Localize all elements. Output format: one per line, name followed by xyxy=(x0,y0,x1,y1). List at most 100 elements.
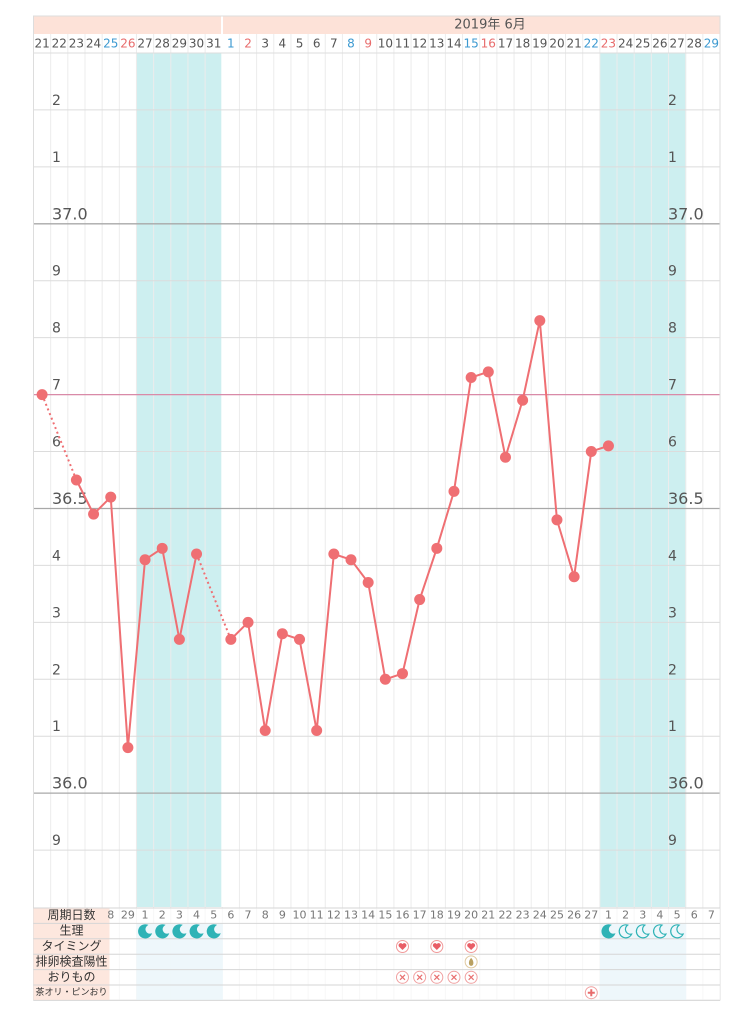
date-label: 29 xyxy=(704,37,719,51)
cycle-day: 3 xyxy=(176,909,183,922)
table-period-bg xyxy=(617,923,635,1001)
cycle-day: 1 xyxy=(605,909,612,922)
cycle-day: 4 xyxy=(193,909,200,922)
y-tick-label-right: 2 xyxy=(668,662,677,678)
period-band xyxy=(599,53,618,907)
period-band xyxy=(634,53,652,907)
record-icon-cross xyxy=(430,970,444,984)
temperature-point xyxy=(482,366,494,378)
temperature-point xyxy=(568,571,580,583)
moon-shape xyxy=(206,924,221,939)
cycle-day: 26 xyxy=(567,909,581,922)
cycle-day: 25 xyxy=(550,909,564,922)
record-icon-moon-outline xyxy=(635,924,650,939)
date-label: 2 xyxy=(244,37,252,51)
date-label: 25 xyxy=(103,37,118,51)
y-tick-label-right: 36.0 xyxy=(668,774,704,793)
cycle-day: 27 xyxy=(584,909,598,922)
temperature-point xyxy=(465,372,477,384)
period-band xyxy=(187,53,206,907)
temperature-point xyxy=(173,633,185,645)
date-label: 12 xyxy=(412,37,427,51)
date-label: 11 xyxy=(395,37,410,51)
y-tick-label-left: 1 xyxy=(52,719,61,735)
record-icon-moon xyxy=(172,924,187,939)
y-tick-label-left: 8 xyxy=(52,321,61,337)
temperature-point xyxy=(328,548,340,560)
period-band xyxy=(651,53,670,907)
cycle-day: 2 xyxy=(622,909,629,922)
y-tick-label-left: 36.5 xyxy=(52,489,88,508)
temperature-point xyxy=(70,474,82,486)
date-label: 23 xyxy=(601,37,616,51)
date-label: 4 xyxy=(279,37,287,51)
moon-shape xyxy=(138,924,153,939)
y-tick-label-right: 36.5 xyxy=(668,489,704,508)
header-band xyxy=(33,16,720,34)
temperature-point xyxy=(534,315,546,327)
moon-shape xyxy=(601,924,616,939)
moon-shape xyxy=(670,924,685,939)
plus-shape xyxy=(587,989,595,997)
temperature-point xyxy=(225,633,237,645)
date-label: 19 xyxy=(532,37,547,51)
record-icon-moon xyxy=(155,924,170,939)
date-label: 6 xyxy=(313,37,321,51)
y-tick-label-right: 9 xyxy=(668,833,677,849)
record-icon-moon-outline xyxy=(652,924,668,939)
cycle-day: 6 xyxy=(691,909,698,922)
cross-shape xyxy=(433,974,440,981)
table-row-label: 排卵検査陽性 xyxy=(35,954,107,968)
record-icon-heart xyxy=(430,940,444,953)
temperature-point xyxy=(191,548,203,560)
cycle-day: 2 xyxy=(159,909,166,922)
moon-shape xyxy=(618,924,633,939)
temperature-point xyxy=(585,446,597,458)
cycle-day: 9 xyxy=(279,909,286,922)
record-icon-heart xyxy=(464,940,478,953)
date-label: 27 xyxy=(669,37,684,51)
cycle-day: 8 xyxy=(107,909,114,922)
date-label: 29 xyxy=(172,37,187,51)
gap-connector xyxy=(41,394,78,481)
table-period-bg xyxy=(153,923,172,1001)
record-icon-cross xyxy=(464,970,478,984)
table-period-bg xyxy=(668,923,687,1001)
cross-shape xyxy=(468,974,475,981)
table-row-label: タイミング xyxy=(41,939,101,953)
temperature-point xyxy=(362,576,374,588)
table-row-label: おりもの xyxy=(47,970,95,984)
cycle-day: 16 xyxy=(395,909,409,922)
temperature-point xyxy=(88,508,100,520)
cycle-day: 18 xyxy=(430,909,444,922)
date-label: 25 xyxy=(635,37,650,51)
period-band xyxy=(136,53,155,907)
cycle-day: 14 xyxy=(361,909,375,922)
cross-shape xyxy=(451,974,457,981)
temperature-point xyxy=(156,542,168,554)
y-tick-label-left: 7 xyxy=(52,378,61,394)
date-label: 24 xyxy=(86,37,101,51)
y-tick-label-left: 4 xyxy=(52,548,61,564)
date-label: 5 xyxy=(296,37,304,51)
egg-shape xyxy=(468,957,474,966)
period-band xyxy=(205,53,223,907)
temperature-point xyxy=(551,514,563,526)
temperature-point xyxy=(431,542,443,554)
temperature-point xyxy=(139,554,151,566)
temperature-point xyxy=(396,668,408,680)
temperature-point xyxy=(242,616,254,628)
cycle-day: 17 xyxy=(413,909,427,922)
moon-shape xyxy=(189,924,204,939)
cycle-day: 19 xyxy=(447,909,461,922)
date-label: 16 xyxy=(481,37,496,51)
table-row-label: 茶オリ・ピンおり xyxy=(35,986,107,998)
date-label: 27 xyxy=(137,37,152,51)
temperature-point xyxy=(414,594,426,606)
date-label: 24 xyxy=(618,37,633,51)
table-period-bg xyxy=(599,923,618,1001)
date-label: 21 xyxy=(566,37,581,51)
y-tick-label-right: 2 xyxy=(668,93,677,109)
y-tick-label-right: 1 xyxy=(668,719,677,735)
